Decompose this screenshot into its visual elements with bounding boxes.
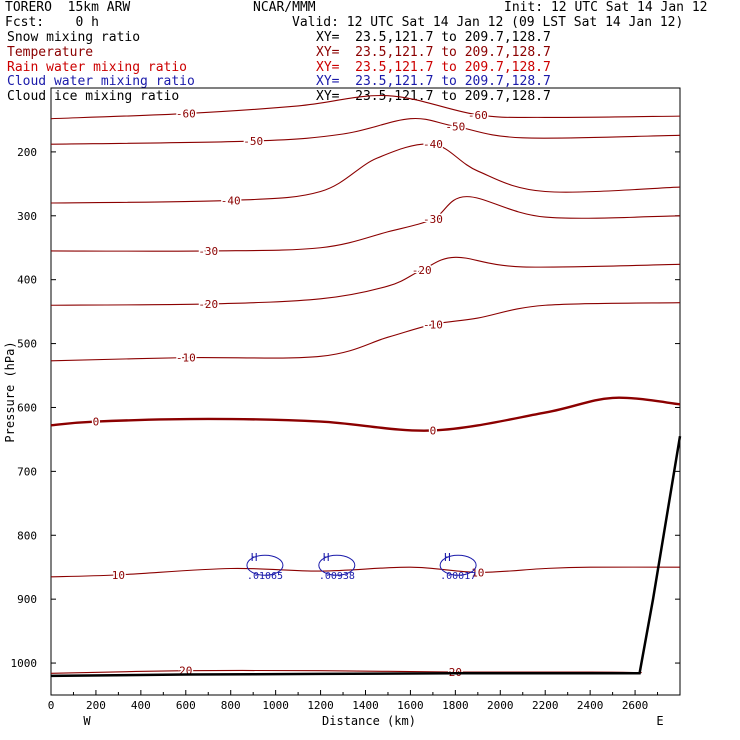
contour-label: -40 xyxy=(221,194,241,207)
x-tick-label: 1400 xyxy=(352,699,379,712)
y-tick-label: 300 xyxy=(17,210,37,223)
cloud-water-max-marker: H xyxy=(251,551,258,564)
x-tick-label: 200 xyxy=(86,699,106,712)
temperature-contour-20 xyxy=(50,669,642,674)
contour-label: -50 xyxy=(243,135,263,148)
cloud-water-contour xyxy=(246,554,284,576)
y-tick-label: 700 xyxy=(17,465,37,478)
y-tick-label: 900 xyxy=(17,593,37,606)
x-tick-label: 1000 xyxy=(262,699,289,712)
x-tick-label: 400 xyxy=(131,699,151,712)
cloud-water-contour xyxy=(318,554,356,576)
temperature-contour-0 xyxy=(50,396,681,432)
terrain-surface-line xyxy=(50,436,682,678)
x-tick-label: 1200 xyxy=(307,699,334,712)
temperature-contour-m40 xyxy=(50,143,681,204)
y-tick-label: 1000 xyxy=(11,657,38,670)
x-tick-label: 2000 xyxy=(487,699,514,712)
x-axis-east-label: E xyxy=(656,714,663,728)
legend-cloud-water-xy: XY= 23.5,121.7 to 209.7,128.7 xyxy=(316,74,551,89)
cloud-water-max-marker: H xyxy=(444,551,451,564)
cloud-water-contour xyxy=(439,554,477,576)
contour-label: 10 xyxy=(112,569,125,582)
contour-label: 0 xyxy=(430,424,437,437)
contour-label: 0 xyxy=(93,416,100,429)
temperature-contour-m10 xyxy=(50,302,681,362)
x-tick-label: 2600 xyxy=(622,699,649,712)
x-tick-label: 0 xyxy=(48,699,55,712)
contour-label: -10 xyxy=(176,352,196,365)
plot-frame xyxy=(50,87,681,696)
legend-snow-label: Snow mixing ratio xyxy=(7,30,141,45)
temperature-contour-m60 xyxy=(50,94,681,120)
y-tick-label: 200 xyxy=(17,146,37,159)
y-tick-label: 500 xyxy=(17,338,37,351)
x-tick-label: 2400 xyxy=(577,699,604,712)
legend-cloud-water-label: Cloud water mixing ratio xyxy=(7,74,195,89)
temperature-contour-m50 xyxy=(50,117,681,145)
model-title: TORERO 15km ARW xyxy=(5,0,131,15)
contour-label: -30 xyxy=(423,213,443,226)
contour-label: -40 xyxy=(423,138,443,151)
cloud-water-max-value: .00938 xyxy=(319,571,355,582)
contour-label: -60 xyxy=(176,108,196,121)
legend-temperature-xy: XY= 23.5,121.7 to 209.7,128.7 xyxy=(316,45,551,60)
valid-time: Valid: 12 UTC Sat 14 Jan 12 (09 LST Sat … xyxy=(292,15,684,30)
cloud-water-max-value: .01065 xyxy=(247,571,283,582)
contour-label: -20 xyxy=(198,298,218,311)
contour-label: -20 xyxy=(412,264,432,277)
x-axis-west-label: W xyxy=(83,714,91,728)
contour-label: -60 xyxy=(468,109,488,122)
x-tick-label: 2200 xyxy=(532,699,559,712)
legend-snow-xy: XY= 23.5,121.7 to 209.7,128.7 xyxy=(316,30,551,45)
y-axis-title: Pressure (hPa) xyxy=(3,341,17,442)
legend-rain-label: Rain water mixing ratio xyxy=(7,60,188,75)
center-label: NCAR/MMM xyxy=(253,0,316,15)
legend-cloud-ice-label: Cloud ice mixing ratio xyxy=(7,89,180,104)
temperature-contour-10 xyxy=(50,566,681,578)
legend-temperature-label: Temperature xyxy=(7,45,94,60)
x-tick-label: 1600 xyxy=(397,699,424,712)
init-time: Init: 12 UTC Sat 14 Jan 12 xyxy=(504,0,708,15)
temperature-contour-m30 xyxy=(50,196,681,252)
x-tick-label: 800 xyxy=(221,699,241,712)
x-axis-title: Distance (km) xyxy=(322,714,416,728)
contour-label: -50 xyxy=(445,120,465,133)
contour-label: -30 xyxy=(198,245,218,258)
legend-rain-xy: XY= 23.5,121.7 to 209.7,128.7 xyxy=(316,60,551,75)
forecast-hour: Fcst: 0 h xyxy=(5,15,99,30)
cloud-water-max-marker: H xyxy=(323,551,330,564)
y-tick-label: 800 xyxy=(17,529,37,542)
y-tick-label: 600 xyxy=(17,401,37,414)
contour-label: -10 xyxy=(423,318,443,331)
y-tick-label: 400 xyxy=(17,274,37,287)
temperature-contour-m20 xyxy=(50,256,681,306)
x-tick-label: 600 xyxy=(176,699,196,712)
x-tick-label: 1800 xyxy=(442,699,469,712)
cloud-water-max-value: .00017 xyxy=(440,571,476,582)
